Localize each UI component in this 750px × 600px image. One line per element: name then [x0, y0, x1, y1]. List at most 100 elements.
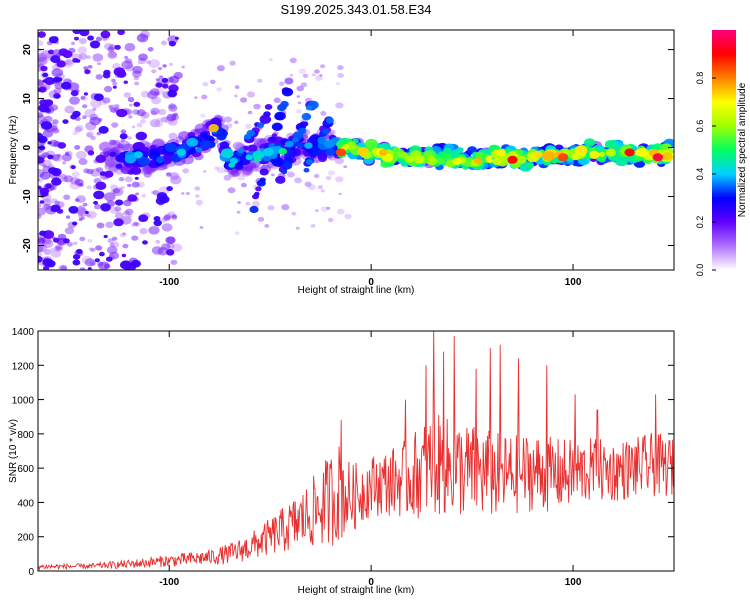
spectrogram-cell: [123, 80, 128, 84]
spectrogram-cell: [90, 247, 96, 252]
spectrogram-y-ticks: -20 -10 0 10 20: [22, 44, 674, 253]
spectrogram-cell: [78, 218, 83, 221]
spectrogram-cell: [185, 192, 190, 195]
spectrogram-cell: [69, 96, 80, 105]
chart-title: S199.2025.343.01.58.E34: [280, 2, 431, 17]
spectrogram-cell: [136, 109, 146, 117]
spectrogram-cell: [624, 148, 635, 157]
spectrogram-cell: [122, 232, 127, 236]
spectrogram-cell: [115, 199, 124, 206]
spectrogram-cell: [327, 170, 335, 176]
spectrogram-cell: [63, 194, 71, 200]
x-tick-label: -100: [159, 277, 179, 288]
spectrogram-cell: [256, 122, 265, 128]
spectrogram-cell: [456, 147, 464, 153]
spectrogram-cell: [107, 51, 118, 59]
spectrogram-cell: [131, 259, 141, 268]
spectrogram-cell: [194, 186, 201, 191]
spectrogram-cell: [111, 122, 119, 128]
snr-y-axis-label: SNR (10 * v/v): [8, 419, 19, 483]
spectrogram-cell: [314, 69, 320, 74]
y-tick-label: 800: [17, 430, 34, 441]
spectrogram-cell: [605, 148, 617, 157]
spectrogram-cell: [475, 151, 484, 158]
spectrogram-cell: [86, 168, 94, 175]
spectrogram-cell: [52, 127, 60, 134]
spectrogram-cell: [135, 192, 140, 196]
spectrogram-cell: [317, 136, 327, 144]
spectrogram-cell: [127, 194, 138, 202]
spectrogram-cell: [104, 85, 113, 93]
y-tick-label: 0: [22, 144, 33, 150]
spectrogram-cell: [320, 189, 325, 193]
spectrogram-cell: [82, 115, 87, 119]
spectrogram-cell: [98, 125, 109, 134]
spectrogram-cell: [51, 68, 63, 77]
spectrogram-cell: [63, 175, 74, 183]
spectrogram-cell: [325, 117, 334, 124]
spectrogram-cell: [72, 131, 78, 136]
spectrogram-cell: [452, 157, 462, 166]
spectrogram-cell: [83, 92, 88, 96]
spectrogram-cell: [109, 242, 115, 247]
spectrogram-cell: [71, 41, 75, 46]
spectrogram-cell: [253, 155, 262, 163]
spectrogram-cell: [95, 74, 103, 80]
spectrogram-cell: [379, 149, 388, 156]
spectrogram-cell: [140, 119, 146, 124]
spectrogram-cell: [313, 173, 320, 179]
spectrogram-cell: [247, 91, 255, 98]
spectrogram-cell: [38, 57, 48, 65]
spectrogram-cell: [255, 186, 262, 192]
spectrogram-cell: [99, 251, 105, 257]
spectrogram-cell: [64, 105, 75, 114]
spectrogram-cell: [112, 188, 121, 194]
spectrogram-cell: [153, 219, 162, 227]
spectrogram-cell: [301, 112, 312, 121]
spectrogram-cell: [123, 199, 132, 207]
colorbar-tick-label: 0.0: [695, 264, 705, 277]
spectrogram-cell: [90, 135, 96, 141]
spectrogram-cell: [64, 227, 75, 235]
spectrogram-cell: [305, 105, 313, 111]
spectrogram-cell: [127, 96, 135, 103]
spectrogram-cell: [304, 181, 312, 187]
spectrogram-cell: [138, 53, 148, 61]
spectrogram-cell: [281, 169, 288, 175]
spectrogram-cell: [42, 198, 52, 206]
spectrogram-cell: [38, 237, 46, 244]
spectrogram-cell: [298, 127, 307, 134]
spectrogram-cell: [76, 248, 83, 255]
spectrogram-cell: [55, 246, 62, 250]
spectrogram-cell: [72, 254, 81, 260]
spectrogram-cell: [135, 131, 147, 141]
spectrogram-cell: [138, 214, 149, 222]
y-tick-label: 1200: [12, 361, 35, 372]
spectrogram-cell: [47, 154, 54, 160]
spectrogram-cell: [305, 159, 314, 166]
spectrogram-cell: [473, 157, 483, 164]
colorbar-ticks: 0.0 0.2 0.4 0.6 0.8: [695, 72, 716, 277]
spectrogram-cell: [93, 190, 105, 200]
spectrogram-cell: [118, 177, 125, 182]
spectrogram-cell: [237, 174, 246, 181]
spectrogram-cell: [168, 75, 180, 84]
spectrogram-cell: [398, 151, 408, 159]
spectrogram-cell: [119, 133, 128, 140]
spectrogram-cell: [162, 64, 167, 68]
spectrogram-cell: [263, 111, 271, 117]
spectrogram-cell: [245, 123, 252, 129]
spectrogram-cell: [297, 101, 302, 105]
spectrogram-cell: [93, 200, 99, 205]
spectrogram-cell: [200, 140, 212, 149]
snr-y-ticks: 0 200 400 600 800 1000 1200 1400: [12, 327, 674, 578]
spectrogram-cell: [169, 62, 173, 66]
spectrogram-x-axis-label: Height of straight line (km): [298, 285, 415, 296]
spectrogram-cell: [51, 177, 62, 186]
spectrogram-cell: [168, 104, 178, 112]
spectrogram-cell: [129, 103, 133, 107]
spectrogram-cell: [335, 81, 341, 86]
spectrogram-cell: [149, 88, 160, 96]
spectrogram-cell: [109, 151, 117, 157]
spectrogram-cell: [156, 192, 168, 201]
